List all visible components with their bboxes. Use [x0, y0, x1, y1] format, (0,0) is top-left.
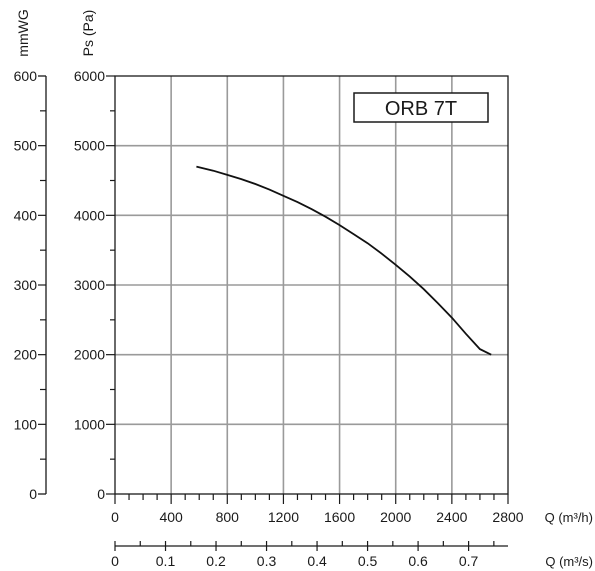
xlabel-primary: Q (m³/h): [545, 510, 593, 525]
tick-labels: 0100020003000400050006000010020030040050…: [14, 68, 524, 569]
x-tick-label: 1600: [324, 509, 355, 525]
y2-tick-label: 400: [14, 207, 38, 223]
y-tick-label: 5000: [74, 138, 105, 154]
y2-tick-label: 500: [14, 138, 38, 154]
ylabel-secondary: mmWG: [15, 9, 31, 56]
x2-tick-label: 0: [111, 553, 119, 569]
y2-tick-label: 300: [14, 277, 38, 293]
series-curve: [196, 165, 492, 356]
y2-tick-label: 100: [14, 416, 38, 432]
axes: [38, 75, 509, 547]
x2-tick-label: 0.1: [156, 553, 176, 569]
x-tick-label: 800: [216, 509, 240, 525]
x2-tick-label: 0.3: [257, 553, 277, 569]
x2-tick-label: 0.4: [307, 553, 327, 569]
x-tick-label: 0: [111, 509, 119, 525]
x2-tick-label: 0.7: [459, 553, 479, 569]
y-tick-label: 3000: [74, 277, 105, 293]
ylabel-primary: Ps (Pa): [80, 10, 96, 57]
x2-tick-label: 0.6: [408, 553, 428, 569]
xlabel-secondary: Q (m³/s): [545, 554, 593, 569]
y-tick-label: 4000: [74, 207, 105, 223]
y2-tick-label: 0: [29, 486, 37, 502]
y-tick-label: 1000: [74, 416, 105, 432]
x-tick-label: 2800: [492, 509, 523, 525]
title-box: [353, 92, 489, 123]
x2-tick-label: 0.5: [358, 553, 378, 569]
x-tick-label: 2400: [436, 509, 467, 525]
y-tick-label: 6000: [74, 68, 105, 84]
grid-lines: [115, 76, 508, 494]
x-tick-label: 1200: [268, 509, 299, 525]
x-tick-label: 2000: [380, 509, 411, 525]
y-tick-label: 0: [97, 486, 105, 502]
ticks: [38, 75, 509, 551]
y2-tick-label: 600: [14, 68, 38, 84]
y2-tick-label: 200: [14, 347, 38, 363]
x2-tick-label: 0.2: [206, 553, 226, 569]
x-tick-label: 400: [159, 509, 183, 525]
y-tick-label: 2000: [74, 347, 105, 363]
chart-title: ORB 7T: [385, 98, 457, 120]
